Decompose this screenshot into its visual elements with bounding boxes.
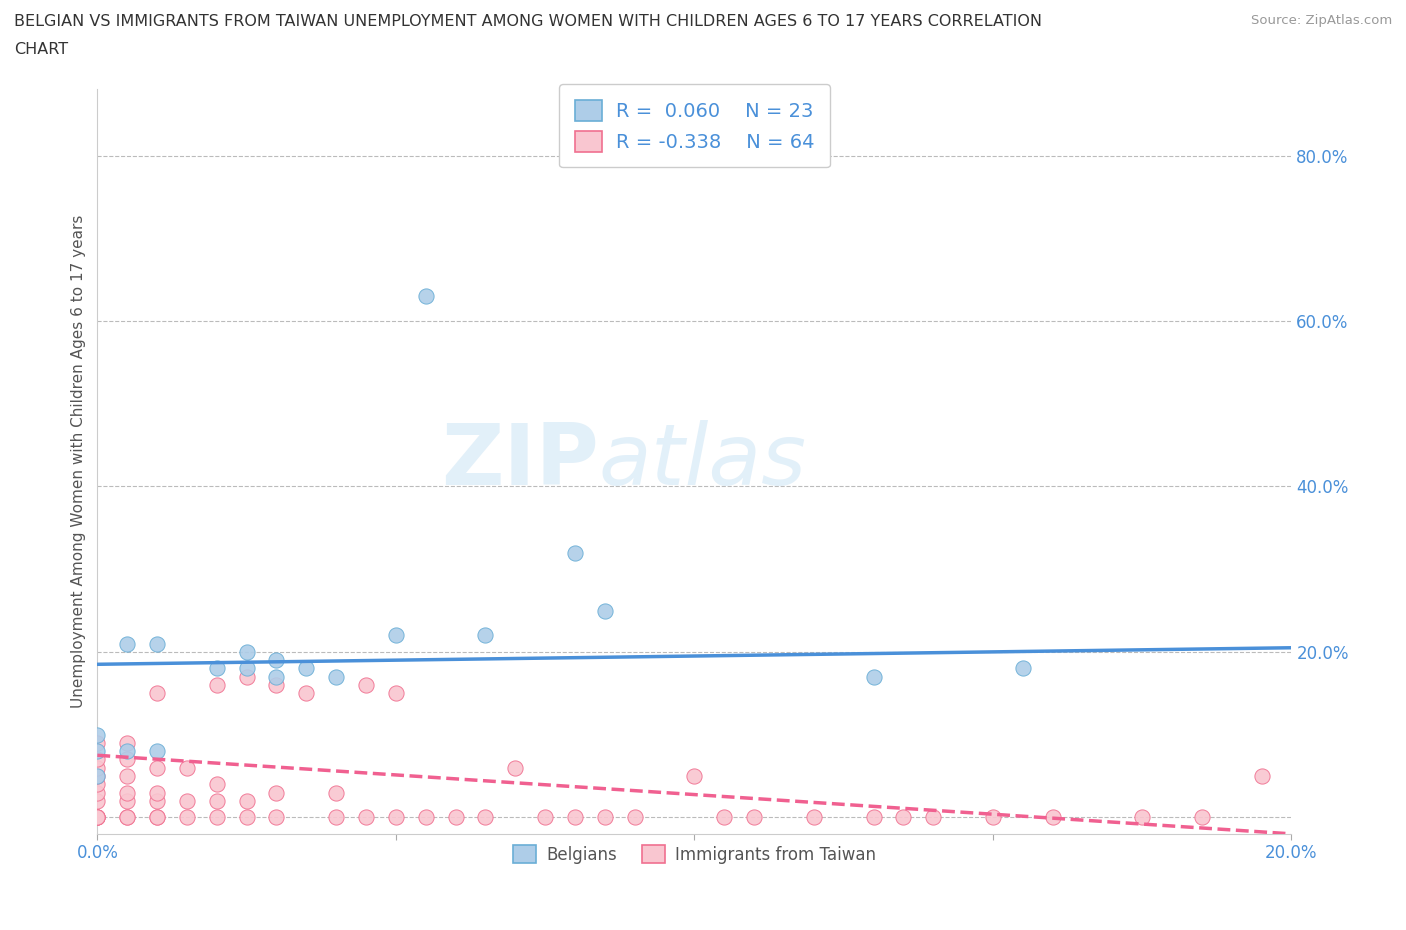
Point xyxy=(862,670,884,684)
Point xyxy=(564,545,586,560)
Point xyxy=(115,810,138,825)
Point xyxy=(176,760,198,775)
Point xyxy=(86,760,108,775)
Point xyxy=(1011,661,1033,676)
Point xyxy=(295,661,318,676)
Point xyxy=(205,810,228,825)
Text: BELGIAN VS IMMIGRANTS FROM TAIWAN UNEMPLOYMENT AMONG WOMEN WITH CHILDREN AGES 6 : BELGIAN VS IMMIGRANTS FROM TAIWAN UNEMPL… xyxy=(14,14,1042,29)
Point xyxy=(385,628,408,643)
Point xyxy=(564,810,586,825)
Point xyxy=(176,810,198,825)
Text: atlas: atlas xyxy=(599,420,807,503)
Point xyxy=(205,777,228,791)
Point xyxy=(325,785,347,800)
Point xyxy=(146,785,169,800)
Point xyxy=(1130,810,1153,825)
Point xyxy=(325,670,347,684)
Point xyxy=(86,752,108,767)
Point xyxy=(266,678,288,693)
Point xyxy=(354,810,377,825)
Point xyxy=(86,727,108,742)
Y-axis label: Unemployment Among Women with Children Ages 6 to 17 years: Unemployment Among Women with Children A… xyxy=(72,215,86,709)
Point xyxy=(115,752,138,767)
Point xyxy=(266,653,288,668)
Point xyxy=(385,685,408,700)
Point xyxy=(115,636,138,651)
Point xyxy=(354,678,377,693)
Point xyxy=(713,810,735,825)
Point xyxy=(86,736,108,751)
Point xyxy=(115,744,138,759)
Point xyxy=(235,644,257,659)
Point xyxy=(146,810,169,825)
Point xyxy=(205,678,228,693)
Point xyxy=(683,768,706,783)
Point xyxy=(742,810,765,825)
Point xyxy=(86,768,108,783)
Point xyxy=(115,793,138,808)
Point xyxy=(593,810,616,825)
Point xyxy=(115,810,138,825)
Point xyxy=(86,810,108,825)
Point xyxy=(146,685,169,700)
Point xyxy=(115,736,138,751)
Point xyxy=(266,670,288,684)
Legend: Belgians, Immigrants from Taiwan: Belgians, Immigrants from Taiwan xyxy=(506,838,883,870)
Point xyxy=(86,768,108,783)
Point xyxy=(444,810,467,825)
Point xyxy=(146,810,169,825)
Point xyxy=(235,793,257,808)
Point xyxy=(86,744,108,759)
Point xyxy=(981,810,1004,825)
Point xyxy=(146,793,169,808)
Point xyxy=(266,785,288,800)
Point xyxy=(146,636,169,651)
Point xyxy=(862,810,884,825)
Point xyxy=(86,810,108,825)
Text: ZIP: ZIP xyxy=(441,420,599,503)
Point xyxy=(534,810,557,825)
Point xyxy=(146,760,169,775)
Point xyxy=(86,785,108,800)
Point xyxy=(922,810,945,825)
Point xyxy=(1191,810,1213,825)
Point xyxy=(893,810,915,825)
Point xyxy=(86,810,108,825)
Point xyxy=(474,628,496,643)
Point xyxy=(623,810,645,825)
Point xyxy=(205,793,228,808)
Point xyxy=(385,810,408,825)
Point xyxy=(235,670,257,684)
Point xyxy=(235,810,257,825)
Text: CHART: CHART xyxy=(14,42,67,57)
Point xyxy=(295,685,318,700)
Point xyxy=(115,768,138,783)
Point xyxy=(415,810,437,825)
Point xyxy=(86,793,108,808)
Point xyxy=(803,810,825,825)
Point xyxy=(593,603,616,618)
Point xyxy=(415,288,437,303)
Point xyxy=(266,810,288,825)
Point xyxy=(176,793,198,808)
Point xyxy=(474,810,496,825)
Point xyxy=(1250,768,1272,783)
Point xyxy=(115,785,138,800)
Point xyxy=(235,661,257,676)
Point xyxy=(325,810,347,825)
Point xyxy=(146,744,169,759)
Point xyxy=(503,760,526,775)
Point xyxy=(86,810,108,825)
Point xyxy=(1042,810,1064,825)
Text: Source: ZipAtlas.com: Source: ZipAtlas.com xyxy=(1251,14,1392,27)
Point xyxy=(205,661,228,676)
Point xyxy=(86,777,108,791)
